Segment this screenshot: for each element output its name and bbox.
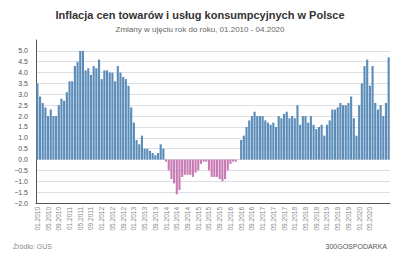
svg-text:01.2020: 01.2020 [356, 207, 363, 231]
svg-text:09.2014: 09.2014 [184, 207, 191, 231]
svg-text:05.2020: 05.2020 [366, 207, 373, 231]
svg-text:01.2010: 01.2010 [34, 207, 41, 231]
svg-text:01.2014: 01.2014 [163, 207, 170, 231]
svg-text:09.2010: 09.2010 [55, 207, 62, 231]
svg-text:Inflacja cen towarów i usług k: Inflacja cen towarów i usług konsumpcyjn… [55, 9, 344, 21]
svg-text:01.2017: 01.2017 [259, 207, 266, 231]
svg-text:−1.0: −1.0 [14, 178, 28, 185]
svg-text:09.2013: 09.2013 [152, 207, 159, 231]
svg-text:05.2011: 05.2011 [77, 207, 84, 230]
svg-text:05.2013: 05.2013 [141, 207, 148, 231]
svg-text:3.5: 3.5 [18, 80, 28, 87]
svg-text:−0.5: −0.5 [14, 167, 28, 174]
svg-text:09.2011: 09.2011 [87, 207, 94, 230]
svg-text:01.2019: 01.2019 [323, 207, 330, 231]
svg-text:05.2012: 05.2012 [109, 207, 116, 231]
svg-text:09.2015: 09.2015 [216, 207, 223, 231]
svg-text:5.0: 5.0 [18, 47, 28, 54]
svg-text:05.2017: 05.2017 [270, 207, 277, 231]
svg-text:09.2016: 09.2016 [248, 207, 255, 231]
svg-text:2.5: 2.5 [18, 102, 28, 109]
svg-text:1.5: 1.5 [18, 123, 28, 130]
svg-text:09.2012: 09.2012 [120, 207, 127, 231]
svg-text:05.2015: 05.2015 [205, 207, 212, 231]
svg-text:09.2019: 09.2019 [345, 207, 352, 231]
svg-text:01.2018: 01.2018 [291, 207, 298, 231]
svg-text:300GOSPODARKA: 300GOSPODARKA [326, 243, 388, 250]
svg-text:0.5: 0.5 [18, 145, 28, 152]
svg-text:05.2010: 05.2010 [45, 207, 52, 231]
svg-text:3.0: 3.0 [18, 91, 28, 98]
svg-text:09.2017: 09.2017 [281, 207, 288, 231]
svg-text:05.2016: 05.2016 [238, 207, 245, 231]
svg-text:01.2013: 01.2013 [130, 207, 137, 231]
svg-text:1.0: 1.0 [18, 134, 28, 141]
svg-text:0.0: 0.0 [18, 156, 28, 163]
svg-text:05.2018: 05.2018 [302, 207, 309, 231]
svg-text:05.2019: 05.2019 [334, 207, 341, 231]
svg-text:Źródło: GUS: Źródło: GUS [13, 242, 52, 250]
svg-text:4.5: 4.5 [18, 58, 28, 65]
svg-text:01.2016: 01.2016 [227, 207, 234, 231]
svg-text:2.0: 2.0 [18, 113, 28, 120]
svg-text:01.2011: 01.2011 [66, 207, 73, 230]
svg-text:−2.0: −2.0 [14, 200, 28, 207]
svg-text:01.2015: 01.2015 [195, 207, 202, 231]
svg-text:09.2018: 09.2018 [313, 207, 320, 231]
svg-text:−1.5: −1.5 [14, 189, 28, 196]
svg-text:Zmiany w ujęciu rok do roku, 0: Zmiany w ujęciu rok do roku, 01.2010 - 0… [116, 25, 286, 34]
svg-text:05.2014: 05.2014 [173, 207, 180, 231]
svg-text:4.0: 4.0 [18, 69, 28, 76]
svg-text:01.2012: 01.2012 [98, 207, 105, 231]
